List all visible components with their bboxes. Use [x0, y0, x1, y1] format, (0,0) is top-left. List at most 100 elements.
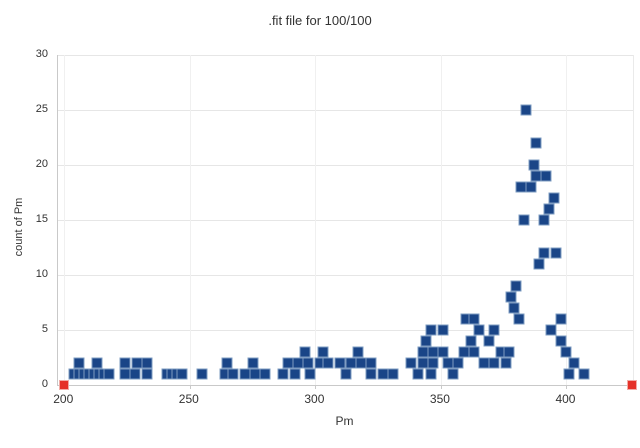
- scatter-point: [405, 357, 417, 369]
- scatter-point: [540, 170, 552, 182]
- scatter-point: [420, 335, 432, 347]
- scatter-point: [563, 368, 575, 380]
- scatter-point: [73, 357, 85, 369]
- gridline-vertical: [189, 55, 191, 385]
- scatter-point: [365, 368, 377, 380]
- scatter-point: [277, 368, 289, 380]
- scatter-point: [488, 324, 500, 336]
- chart-title: .fit file for 100/100: [268, 13, 372, 28]
- scatter-point: [427, 357, 439, 369]
- gridline-horizontal: [58, 55, 633, 56]
- scatter-point: [560, 346, 572, 358]
- scatter-point: [352, 346, 364, 358]
- scatter-point: [500, 357, 512, 369]
- scatter-point: [533, 258, 545, 270]
- scatter-point: [437, 346, 449, 358]
- y-axis-label: count of Pm: [13, 197, 25, 257]
- scatter-point: [518, 214, 530, 226]
- scatter-point: [129, 368, 141, 380]
- gridline-horizontal: [58, 275, 633, 276]
- scatter-point: [259, 368, 271, 380]
- x-axis-tick: [315, 385, 317, 389]
- scatter-point: [452, 357, 464, 369]
- scatter-point: [299, 346, 311, 358]
- gridline-horizontal: [58, 220, 633, 221]
- endpoint-marker: [626, 380, 637, 390]
- scatter-point: [340, 368, 351, 380]
- y-tick-label: 25: [35, 103, 48, 115]
- scatter-point: [473, 324, 485, 336]
- plot-area: [57, 55, 637, 390]
- scatter-point: [508, 302, 520, 314]
- scatter-point: [468, 346, 480, 358]
- scatter-point: [513, 313, 525, 325]
- scatter-point: [425, 368, 437, 380]
- scatter-point: [548, 192, 560, 204]
- scatter-point: [437, 324, 449, 336]
- x-axis-label: Pm: [335, 414, 354, 428]
- x-tick-label: 200: [53, 392, 74, 406]
- scatter-point: [196, 368, 208, 380]
- endpoint-marker: [59, 380, 70, 390]
- scatter-point: [221, 357, 233, 369]
- gridline-horizontal: [58, 330, 633, 331]
- gridline-vertical: [440, 55, 442, 385]
- x-axis-tick: [440, 385, 442, 389]
- scatter-point: [247, 357, 259, 369]
- scatter-point: [568, 357, 580, 369]
- scatter-point: [103, 368, 115, 380]
- scatter-point: [447, 368, 459, 380]
- scatter-point: [141, 357, 153, 369]
- scatter-point: [488, 357, 500, 369]
- scatter-point: [119, 357, 131, 369]
- y-tick-label: 0: [41, 378, 48, 390]
- scatter-point: [304, 368, 316, 380]
- scatter-point: [510, 280, 522, 292]
- scatter-point: [505, 291, 517, 303]
- scatter-point: [543, 203, 555, 215]
- scatter-point: [412, 368, 424, 380]
- x-axis-tick: [566, 385, 568, 389]
- gridline-vertical: [64, 55, 66, 385]
- scatter-point: [302, 357, 314, 369]
- y-tick-label: 30: [35, 48, 48, 60]
- y-tick-label: 5: [41, 323, 48, 335]
- y-tick-label: 10: [35, 268, 48, 280]
- scatter-point: [465, 335, 477, 347]
- scatter-point: [176, 368, 188, 380]
- y-tick-label: 15: [35, 213, 48, 225]
- gridline-vertical: [315, 55, 317, 385]
- scatter-point: [483, 335, 495, 347]
- x-tick-label: 300: [304, 392, 325, 406]
- scatter-point: [520, 104, 532, 116]
- x-tick-label: 400: [555, 392, 576, 406]
- scatter-point: [530, 137, 542, 149]
- scatter-point: [141, 368, 153, 380]
- scatter-point: [425, 324, 437, 336]
- scatter-point: [538, 214, 550, 226]
- gridline-vertical: [566, 55, 568, 385]
- scatter-point: [555, 313, 567, 325]
- scatter-point: [289, 368, 301, 380]
- scatter-point: [503, 346, 515, 358]
- scatter-point: [528, 159, 540, 171]
- x-tick-label: 350: [429, 392, 450, 406]
- scatter-point: [578, 368, 590, 380]
- gridline-horizontal: [58, 165, 633, 166]
- scatter-point: [227, 368, 238, 380]
- scatter-point: [468, 313, 480, 325]
- scatter-point: [91, 357, 103, 369]
- scatter-point: [555, 335, 567, 347]
- gridline-horizontal: [58, 110, 633, 111]
- y-tick-label: 20: [35, 158, 48, 170]
- scatter-point: [317, 346, 329, 358]
- scatter-point: [538, 247, 550, 259]
- scatter-point: [545, 324, 557, 336]
- scatter-point: [387, 368, 399, 380]
- scatter-point: [365, 357, 377, 369]
- x-axis-tick: [189, 385, 191, 389]
- scatter-point: [525, 181, 537, 193]
- scatter-point: [322, 357, 334, 369]
- scatter-point: [550, 247, 562, 259]
